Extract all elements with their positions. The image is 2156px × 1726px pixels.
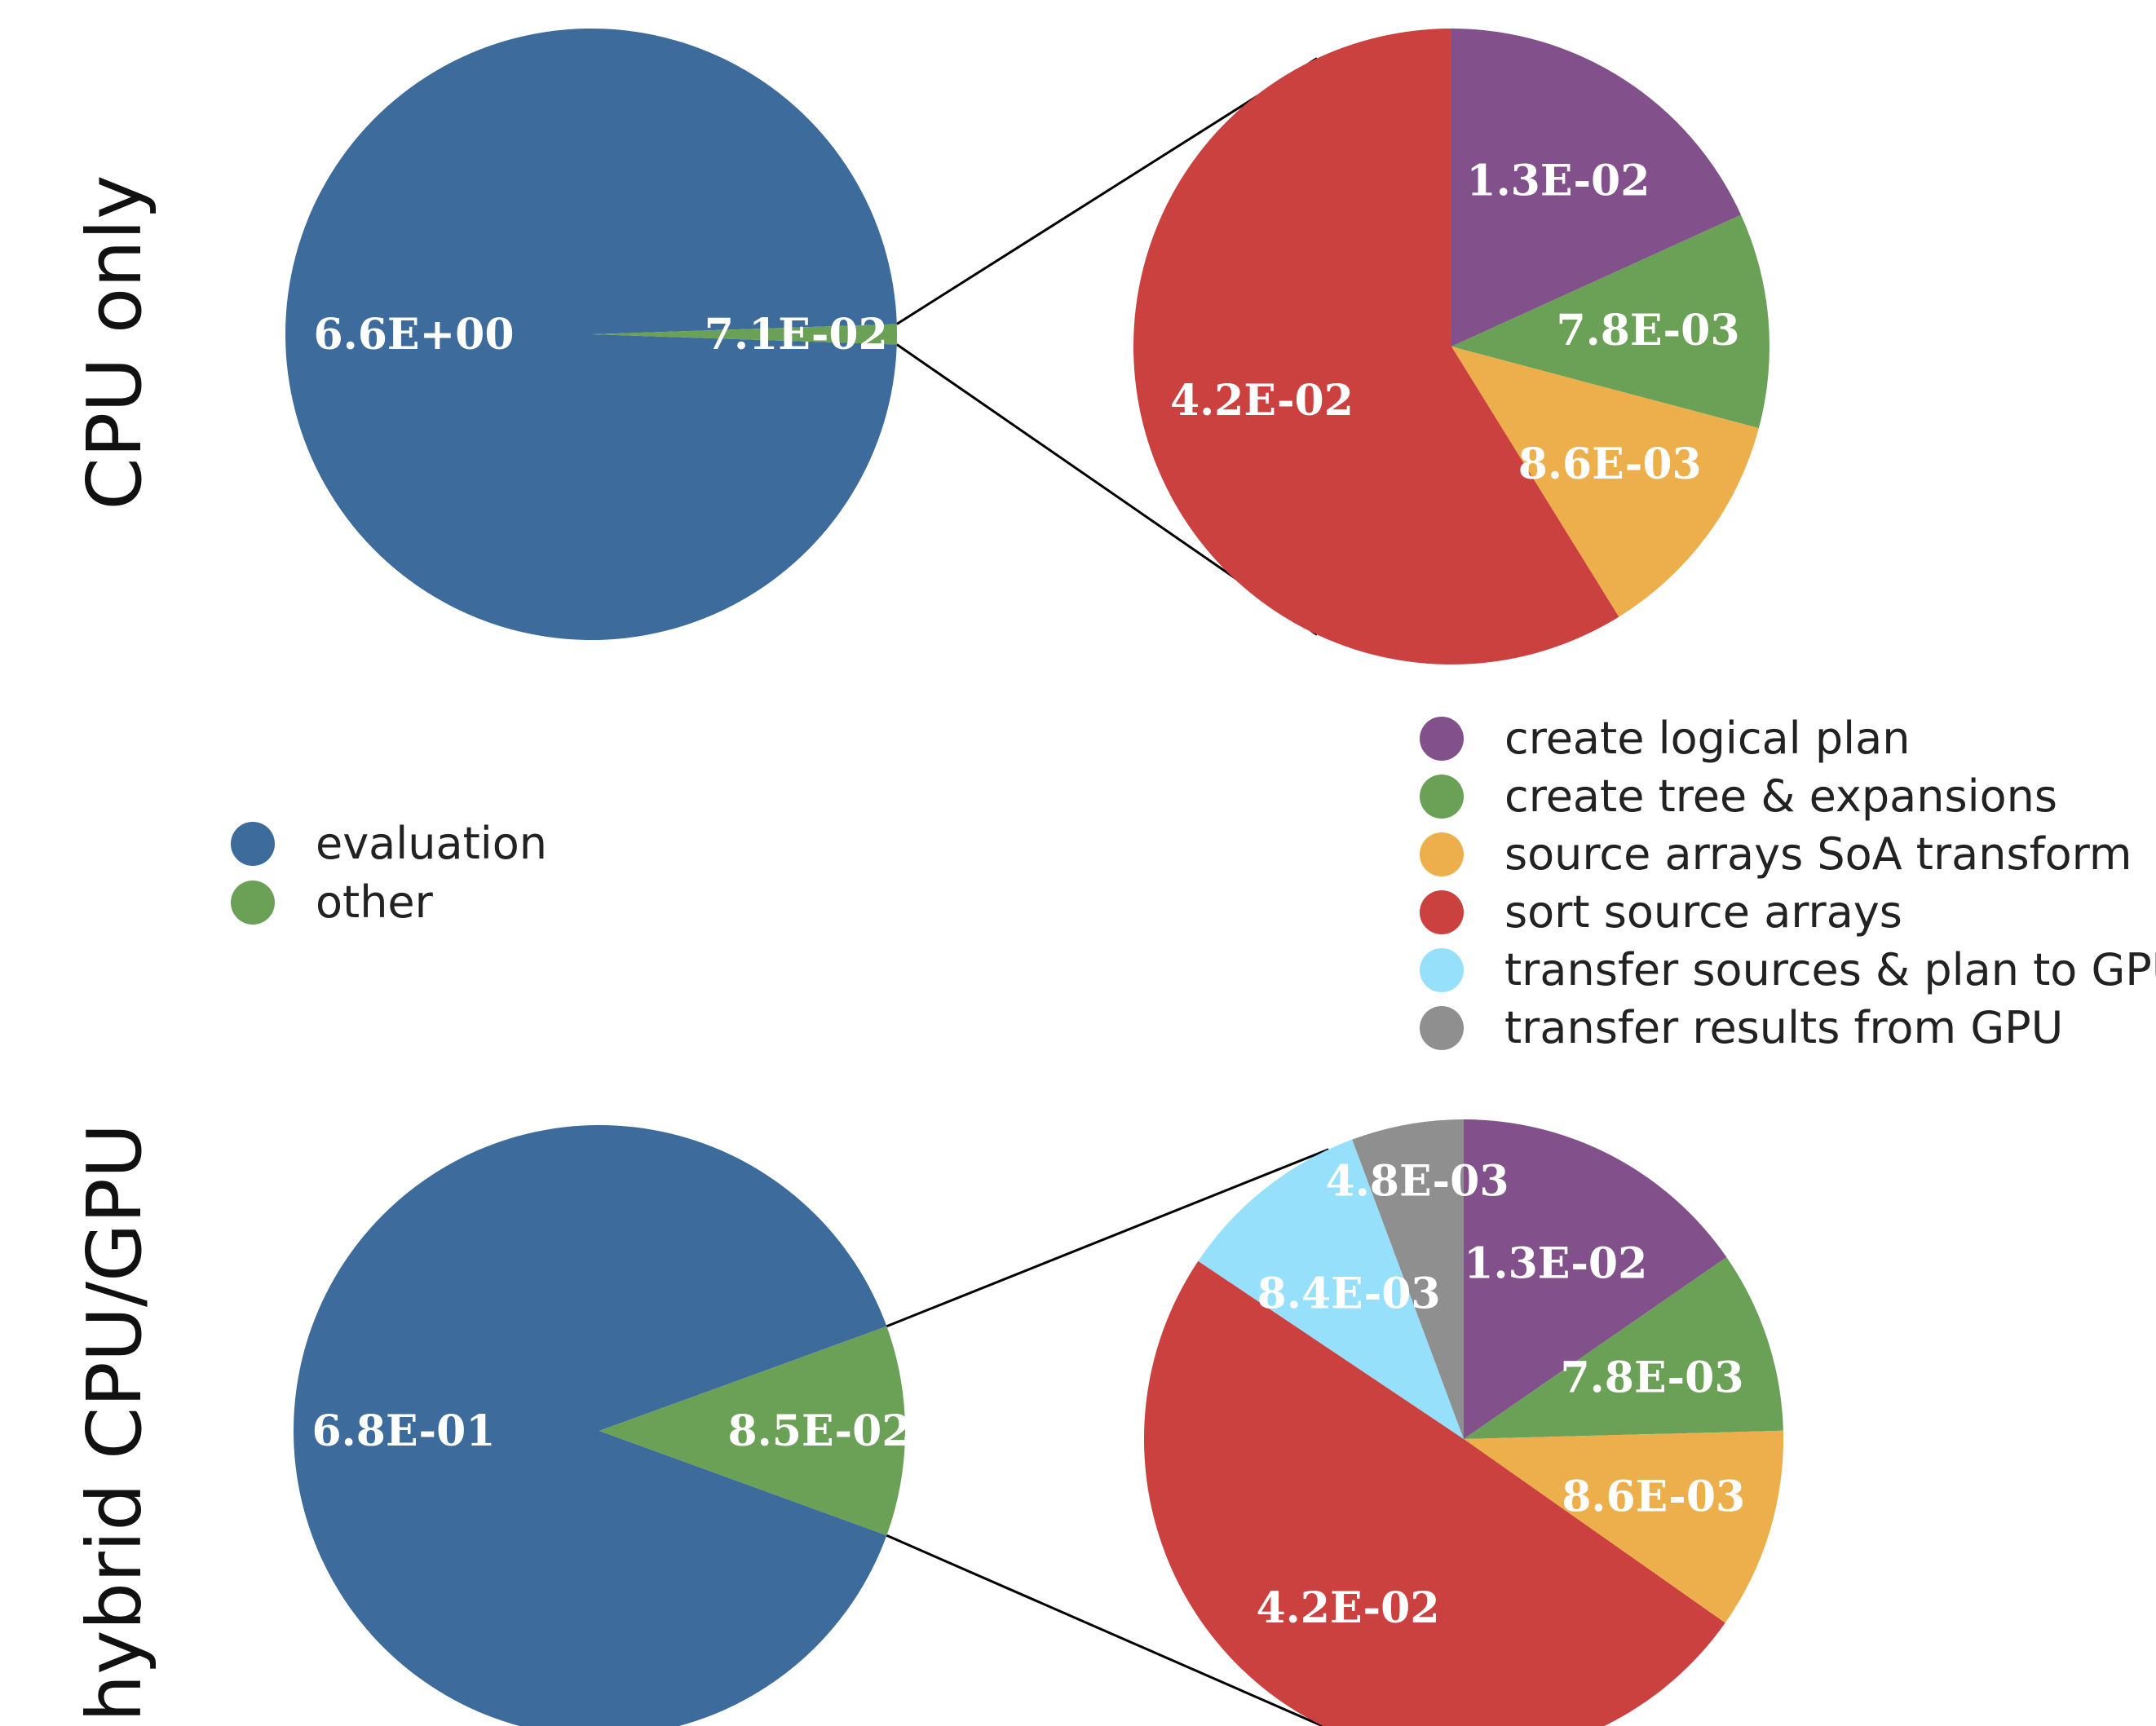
slice-label-other: 7.1E-02	[705, 310, 888, 360]
legend-item-create-tree-and-expansions: create tree & expansions	[1420, 770, 2057, 822]
legend-swatch-other	[231, 881, 275, 925]
legend-label-sort-source-arrays: sort source arrays	[1504, 886, 1902, 938]
legend-item-transfer-sources-and-plan-to-gpu: transfer sources & plan to GPU	[1420, 944, 2156, 995]
legend-label-create-logical-plan: create logical plan	[1504, 713, 1910, 764]
slice-sort-source-arrays	[1133, 29, 1619, 664]
connector-line-top	[895, 57, 1318, 325]
pie-1	[285, 28, 897, 641]
legend-item-source-arrays-soa-transform: source arrays SoA transform	[1420, 828, 2132, 880]
legend-swatch-source-arrays-soa-transform	[1420, 832, 1464, 876]
legend-swatch-evaluation	[231, 822, 275, 866]
slice-label-create-logical-plan: 1.3E-02	[1464, 1239, 1647, 1289]
legend-label-transfer-results-from-gpu: transfer results from GPU	[1504, 1002, 2063, 1053]
slice-label-source-arrays-soa-transform: 8.6E-03	[1518, 439, 1702, 489]
slice-sort-source-arrays	[1143, 1260, 1725, 1726]
slice-evaluation	[285, 28, 897, 641]
slice-label-source-arrays-soa-transform: 8.6E-03	[1562, 1472, 1745, 1521]
slice-create-logical-plan	[1464, 1119, 1727, 1439]
slice-label-evaluation: 6.6E+00	[313, 310, 514, 360]
slice-label-create-tree-and-expansions: 7.8E-03	[1556, 306, 1739, 355]
legend-swatch-sort-source-arrays	[1420, 890, 1464, 934]
slice-create-tree-and-expansions	[1464, 1256, 1783, 1439]
legend-swatch-transfer-sources-and-plan-to-gpu	[1420, 948, 1464, 992]
row-title-hybrid: hybrid CPU/GPU	[71, 1123, 158, 1722]
pie-2	[1133, 29, 1769, 664]
legend-label-evaluation: evaluation	[316, 818, 547, 869]
slice-label-create-logical-plan: 1.3E-02	[1466, 157, 1650, 206]
connector-line-top	[886, 1148, 1329, 1328]
slice-label-other: 8.5E-02	[727, 1406, 911, 1456]
pie-4	[1143, 1119, 1784, 1726]
legend-detail: create logical plan create tree & expansi…	[1420, 713, 2156, 1053]
legend-swatch-create-logical-plan	[1420, 717, 1464, 761]
pies	[285, 28, 1784, 1726]
legend-item-sort-source-arrays: sort source arrays	[1420, 886, 1902, 938]
legend-item-create-logical-plan: create logical plan	[1420, 713, 1910, 764]
slice-evaluation	[293, 1125, 887, 1726]
legend-item-transfer-results-from-gpu: transfer results from GPU	[1420, 1002, 2063, 1053]
slice-create-tree-and-expansions	[1451, 214, 1769, 429]
legend-label-transfer-sources-and-plan-to-gpu: transfer sources & plan to GPU	[1504, 944, 2156, 995]
legend-item-evaluation: evaluation	[231, 818, 547, 869]
slice-label-sort-source-arrays: 4.2E-02	[1256, 1583, 1439, 1633]
slice-labels: 6.6E+00 7.1E-02 1.3E-02 7.8E-03 8.6E-03 4.2E-…	[311, 157, 1745, 1633]
slice-transfer-sources-and-plan-to-gpu	[1198, 1139, 1464, 1439]
legend-main: evaluation other	[231, 818, 547, 928]
legend-swatch-transfer-results-from-gpu	[1420, 1006, 1464, 1050]
pie-3	[293, 1125, 905, 1726]
legend-label-other: other	[316, 876, 434, 928]
legend-swatch-create-tree-and-expansions	[1420, 775, 1464, 819]
slice-label-transfer-sources-and-plan-to-gpu: 8.4E-03	[1257, 1269, 1441, 1319]
row-title-cpu-only: CPU only	[71, 175, 158, 510]
slice-other	[599, 1326, 905, 1536]
legend-label-create-tree-and-expansions: create tree & expansions	[1504, 770, 2057, 822]
legend-item-other: other	[231, 876, 434, 928]
slice-transfer-results-from-gpu	[1352, 1119, 1464, 1439]
slice-label-sort-source-arrays: 4.2E-02	[1170, 376, 1354, 426]
slice-label-evaluation: 6.8E-01	[311, 1406, 495, 1456]
slice-label-create-tree-and-expansions: 7.8E-03	[1560, 1353, 1743, 1403]
slice-other	[591, 324, 897, 345]
slice-source-arrays-soa-transform	[1464, 1430, 1784, 1623]
legend-label-source-arrays-soa-transform: source arrays SoA transform	[1504, 828, 2132, 880]
slice-label-transfer-results-from-gpu: 4.8E-03	[1325, 1157, 1509, 1207]
slice-source-arrays-soa-transform	[1451, 347, 1759, 617]
connector-line-bottom	[886, 1534, 1326, 1726]
slice-create-logical-plan	[1451, 29, 1742, 347]
